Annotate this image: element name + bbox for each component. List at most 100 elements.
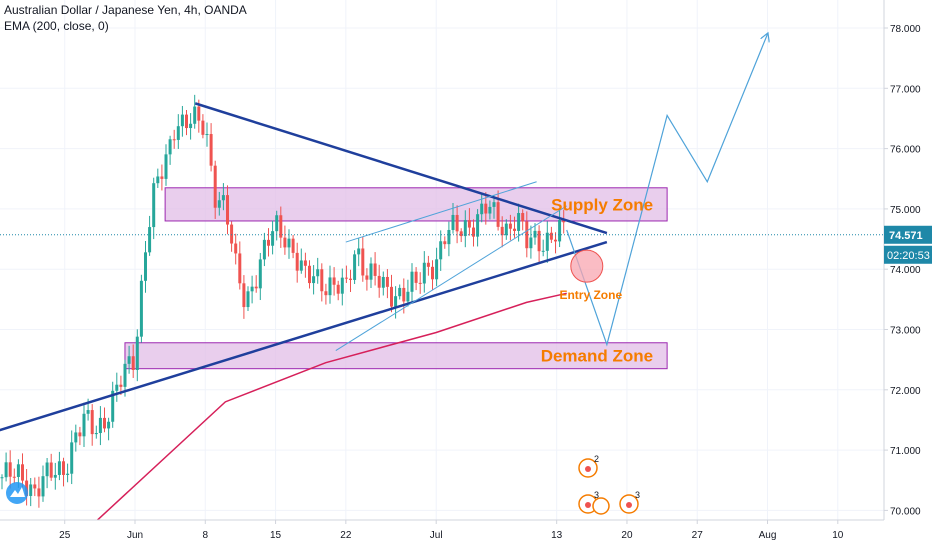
candle-body: [537, 230, 541, 252]
candle-body: [82, 413, 86, 437]
candle-body: [4, 462, 8, 478]
candle-body: [246, 291, 250, 308]
candle-body: [500, 226, 504, 236]
candle-body: [508, 223, 512, 229]
candle-body: [373, 263, 377, 276]
candle-body: [496, 202, 500, 227]
supply-zone-box: [164, 187, 668, 222]
candle-body: [467, 220, 471, 228]
candle-body: [357, 248, 361, 255]
candle-body: [558, 219, 562, 242]
time-tick-label: 13: [551, 530, 563, 541]
candle-body: [57, 461, 61, 475]
event-dot: [585, 502, 591, 508]
candle-body: [545, 232, 549, 251]
candle-body: [369, 263, 373, 280]
candle-body: [365, 275, 369, 280]
time-tick-label: 15: [270, 530, 282, 541]
candle-body: [62, 461, 65, 475]
chart-title: Australian Dollar / Japanese Yen, 4h, OA…: [4, 3, 247, 17]
candle-body: [193, 106, 197, 124]
candle-body: [308, 265, 311, 284]
candle-body: [262, 239, 266, 260]
candle-body: [201, 120, 205, 135]
candle-body: [139, 280, 143, 337]
candle-body: [242, 283, 246, 308]
candle-body: [353, 254, 357, 280]
candle-body: [349, 278, 352, 280]
tradingview-logo-icon: [6, 482, 28, 504]
candle-body: [94, 433, 98, 435]
candle-body: [406, 291, 410, 302]
candle-body: [279, 215, 283, 238]
candle-body: [463, 220, 467, 237]
time-axis-bg: [0, 520, 932, 550]
candle-body: [197, 106, 201, 121]
ema-200-line: [94, 292, 567, 524]
event-dot: [626, 502, 632, 508]
candle-body: [291, 238, 295, 253]
candle-body: [267, 239, 270, 246]
candle-body: [123, 363, 127, 387]
candle-body: [414, 271, 418, 283]
channel-upper-line: [345, 181, 537, 243]
time-tick-label: 10: [832, 530, 844, 541]
candle-body: [312, 276, 316, 284]
candle-body: [541, 250, 545, 252]
logo-mark: [10, 487, 25, 497]
price-tick-label: 70.000: [890, 506, 921, 517]
candle-body: [377, 275, 381, 288]
descending-trendline: [194, 102, 608, 235]
price-tick-label: 74.000: [890, 265, 921, 276]
candle-body: [33, 484, 37, 489]
price-tick-label: 71.000: [890, 446, 921, 457]
candle-body: [41, 476, 45, 497]
candle-body: [86, 410, 90, 414]
candle-body: [336, 284, 340, 294]
candle-body: [234, 243, 238, 254]
candle-body: [53, 474, 57, 478]
candle-body: [144, 252, 147, 281]
candle-body: [402, 287, 406, 302]
candle-body: [29, 484, 33, 496]
price-tick-label: 75.000: [890, 205, 921, 216]
candle-body: [295, 252, 299, 271]
candle-body: [160, 176, 164, 179]
time-axis: 25 Jun 8 15 22 Jul 13 20 27 Aug 10: [0, 519, 932, 550]
candle-body: [238, 253, 242, 284]
candle-body: [45, 462, 49, 477]
indicator-label: EMA (200, close, 0): [4, 19, 109, 33]
candle-body: [189, 123, 193, 129]
candle-body: [320, 269, 324, 292]
candle-body: [517, 213, 521, 231]
candle-body: [390, 286, 393, 307]
candle-body: [66, 473, 70, 475]
candle-body: [439, 241, 443, 260]
candle-body: [504, 223, 508, 236]
price-tick-label: 73.000: [890, 326, 921, 337]
candle-body: [480, 203, 484, 215]
time-tick-label: Jun: [127, 530, 143, 541]
candle-body: [164, 154, 168, 179]
candle-body: [16, 464, 20, 477]
candle-body: [78, 432, 82, 437]
candle-body: [435, 259, 439, 280]
candle-body: [217, 200, 221, 208]
event-icons: 2 3 3: [578, 454, 640, 515]
candle-body: [127, 356, 131, 364]
event-count: 2: [594, 454, 599, 464]
candle-body: [98, 417, 102, 434]
price-axis-bg: [884, 0, 932, 550]
time-tick-label: Aug: [759, 530, 777, 541]
ascending-trendline: [0, 240, 608, 432]
candle-body: [90, 410, 94, 435]
candle-body: [275, 215, 279, 232]
candle-body: [119, 384, 123, 387]
candle-body: [271, 231, 275, 246]
price-tick-label: 76.000: [890, 145, 921, 156]
demand-zone-label: Demand Zone: [541, 347, 653, 366]
candle-body: [226, 195, 229, 225]
last-price-value: 74.571: [889, 230, 923, 242]
